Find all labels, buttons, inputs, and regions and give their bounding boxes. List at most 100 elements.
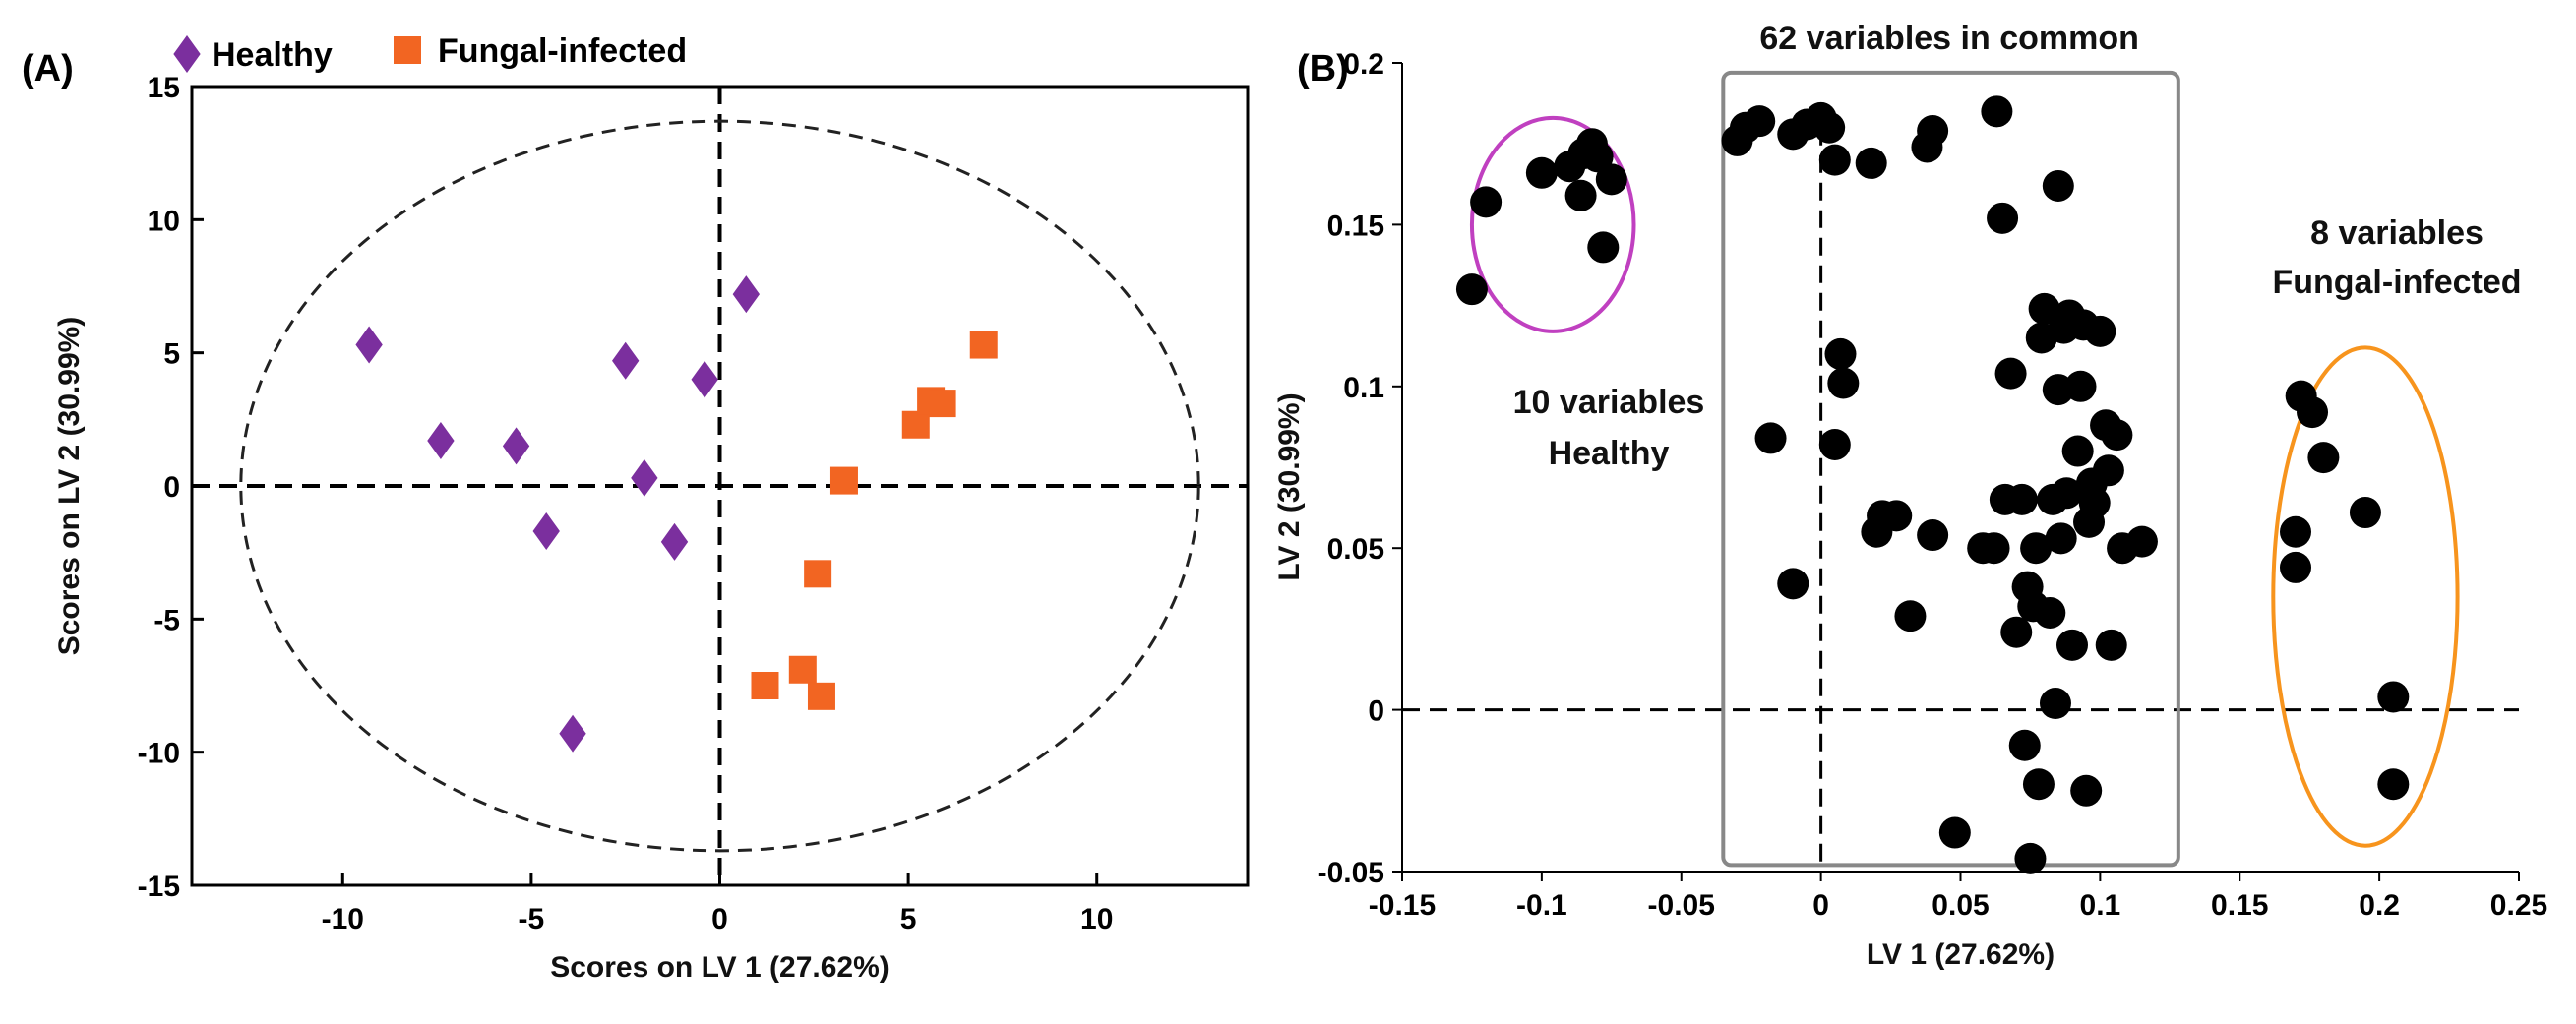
panel-a-x-tick-label: -10 [322,903,364,935]
legend-fungal-infected-label: Fungal-infected [438,32,687,70]
panel-b-x-tick-label: -0.05 [1648,889,1715,922]
panel-b-point-healthy [1581,141,1614,173]
panel-b-point-common [2101,419,2133,452]
panel-a-y-tick-label: -15 [138,871,180,903]
panel-b-point-healthy [1595,163,1627,196]
panel-b-point-common [1855,147,1887,179]
panel-b-point-common [1754,422,1787,454]
annotation-fungal-line1: 8 variables [2310,214,2484,252]
panel-b-point-common [2084,315,2116,347]
panel-b-points-common [1721,95,2158,874]
fungal-infected-point [901,410,930,439]
panel-b-x-tick-label: -0.1 [1516,889,1567,922]
panel-b-point-common [2008,729,2041,761]
panel-b-point-common [1880,500,1913,532]
legend-healthy-marker [173,35,201,73]
panel-b-x-tick-label: 0 [1812,889,1829,922]
fungal-infected-point [928,390,956,418]
panel-b-y-tick-label: 0.05 [1327,533,1384,566]
panel-b-x-tick-label: 0.05 [1932,889,1989,922]
panel-b-point-fungal-infected [2297,396,2329,429]
panel-b-point-common [1987,202,2019,234]
panel-b-point-common [2000,616,2033,648]
panel-a-x-tick-label: 0 [711,903,728,935]
healthy-point [732,275,761,314]
panel-b-common-outline [1721,70,2180,868]
panel-b-point-common [1938,816,1971,849]
healthy-point [427,421,455,459]
panel-b-label: (B) [1297,48,1349,90]
panel-b-point-common [2125,525,2158,558]
panel-b-point-common [2070,774,2103,807]
panel-b-points-healthy [1455,128,1627,306]
panel-b-point-common [2034,596,2066,629]
healthy-point [355,326,383,364]
panel-a-y-tick-label: 15 [148,72,180,104]
panel-b-point-common [2028,292,2060,325]
fungal-infected-point [804,560,832,588]
annotation-healthy-line2: Healthy [1549,435,1670,472]
panel-a-x-tick-label: 10 [1080,903,1113,935]
healthy-point [559,714,586,753]
panel-b-point-healthy [1470,186,1503,218]
fungal-infected-point [829,466,858,495]
fungal-infected-point [751,672,779,699]
annotation-fungal-line2: Fungal-infected [2272,264,2521,301]
panel-a-y-tick-label: 0 [163,471,180,504]
panel-b-y-tick-label: 0 [1368,695,1384,728]
fungal-infected-point [969,331,998,359]
panel-b-x-tick-label: -0.15 [1369,889,1436,922]
panel-b-point-common [2014,842,2047,874]
healthy-point [532,512,560,551]
panel-b-point-common [1818,144,1851,176]
fungal-infected-point [807,682,835,710]
panel-b-point-common [1917,115,1949,148]
panel-a-confidence-ellipse [239,119,1200,853]
panel-b-point-common [1978,532,2010,565]
panel-b-x-axis-title: LV 1 (27.62%) [1867,938,2055,971]
panel-b-y-axis-title: LV 2 (30.99%) [1273,392,1306,580]
panel-b-point-common [1813,111,1846,144]
annotation-62-variables: 62 variables in common [1759,20,2139,57]
healthy-point [612,341,640,380]
panel-b-point-common [1827,367,1860,399]
panel-b-point-common [1744,105,1776,138]
panel-a-x-tick-label: -5 [519,903,545,935]
panel-b-point-common [1994,357,2027,390]
panel-b-point-common [2092,454,2124,487]
healthy-point [660,522,689,561]
panel-b-healthy-outline [1469,115,1636,333]
panel-b-y-tick-label: 0.2 [1343,48,1384,81]
panel-a-y-axis-title: Scores on LV 2 (30.99%) [53,317,86,656]
panel-b-point-common [2042,169,2074,202]
panel-b-point-fungal-infected [2377,681,2410,713]
panel-b-point-common [1818,428,1851,460]
panel-b-points-fungal-infected [2280,380,2410,801]
panel-b-point-common [1824,337,1857,370]
legend-fungal-infected-marker [394,36,421,64]
panel-b-point-common [2045,522,2077,555]
panel-b-point-common [2064,370,2097,402]
panel-b-y-tick-label: -0.05 [1318,857,1384,889]
panel-a-label: (A) [22,48,74,90]
panel-b-point-common [2078,487,2111,519]
panel-b-point-fungal-infected [2280,551,2311,583]
panel-b-point-common [2051,477,2083,510]
panel-b-y-tick-label: 0.1 [1343,372,1384,404]
panel-a-x-tick-label: 5 [900,903,917,935]
panel-a-y-tick-label: -5 [153,604,180,636]
panel-b-point-common [2095,629,2127,661]
healthy-point [631,458,658,497]
panel-b-point-common [2056,629,2088,661]
panel-b-fungal-infected-outline [2271,345,2460,848]
panel-b-point-common [1894,600,1927,632]
panel-a-series-healthy [355,275,761,753]
legend-healthy-label: Healthy [212,36,333,74]
fungal-infected-point [788,655,817,684]
panel-a-x-axis-title: Scores on LV 1 (27.62%) [550,951,889,984]
panel-b-point-healthy [1564,179,1597,211]
panel-b-x-tick-label: 0.1 [2080,889,2121,922]
panel-b-point-healthy [1455,273,1488,306]
